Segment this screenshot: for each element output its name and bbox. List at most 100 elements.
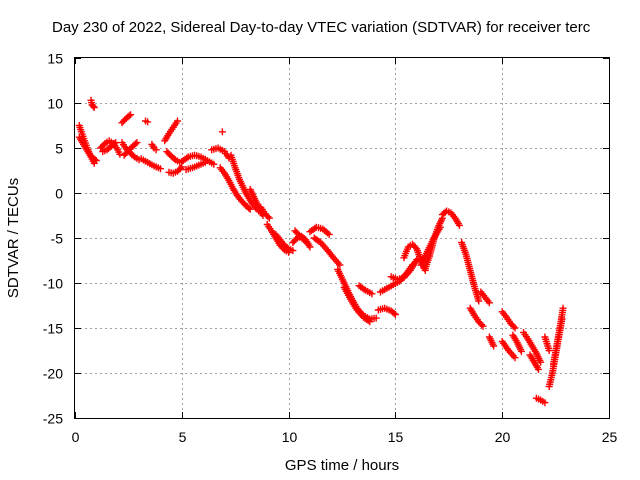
data-point [490, 342, 498, 350]
series-arc-ar [498, 338, 519, 362]
data-point-interp [478, 321, 486, 329]
y-tick-label: -5 [51, 231, 64, 247]
data-point [246, 205, 254, 213]
data-point-interp [129, 152, 137, 160]
series-arc-ah [387, 256, 421, 283]
data-point [455, 221, 463, 229]
data-point [92, 157, 100, 165]
data-point-interp [91, 155, 99, 163]
data-point [210, 160, 218, 168]
data-point-interp [132, 140, 140, 148]
x-tick-label: 5 [179, 429, 187, 445]
data-point [368, 290, 376, 298]
plot-frame [74, 57, 610, 419]
series-arc-s [216, 164, 254, 213]
series-arc-m [163, 148, 184, 166]
data-point-interp [183, 154, 191, 162]
data-point [511, 324, 519, 332]
series-arc-ap [485, 333, 498, 350]
series-arc-an [466, 304, 487, 330]
series-arc-n [165, 163, 186, 177]
x-tick-label: 15 [388, 429, 404, 445]
data-point [174, 117, 182, 125]
data-point [156, 165, 164, 173]
series-arc-af [374, 304, 399, 318]
y-axis-title: SDTVAR / TECUs [5, 178, 22, 298]
grid-lines [75, 58, 609, 418]
data-point [366, 318, 374, 326]
data-point [306, 243, 314, 251]
series-arc-au [526, 351, 543, 373]
series-arc-l [161, 117, 182, 145]
data-point [152, 146, 160, 154]
x-axis-title: GPS time / hours [285, 457, 399, 474]
y-tick-label: 5 [55, 141, 63, 157]
series-arc-v [257, 203, 273, 222]
data-point-interp [324, 229, 332, 237]
data-point [336, 261, 344, 269]
data-point [289, 247, 297, 255]
y-tick-label: 0 [55, 186, 63, 202]
series-arc-aq [498, 308, 519, 332]
data-point [541, 399, 549, 407]
data-point [475, 297, 483, 305]
data-point [485, 299, 493, 307]
data-point [265, 214, 273, 222]
series-arc-al [438, 207, 463, 229]
data-point [127, 111, 135, 119]
series-arc-ak [417, 223, 444, 269]
y-tick-label: -15 [43, 321, 63, 337]
data-point-interp [125, 112, 133, 120]
series-arc-c [87, 96, 98, 111]
series-arc-e [99, 139, 120, 156]
series-arc-z [291, 227, 312, 247]
data-point-interp [364, 317, 372, 325]
series-arc-i [141, 117, 152, 126]
chart-title: Day 230 of 2022, Sidereal Day-to-day VTE… [52, 19, 591, 36]
y-tick-label: -10 [43, 276, 63, 292]
data-point [479, 322, 487, 330]
data-point [325, 230, 333, 238]
series-arc-ae [355, 282, 376, 298]
data-point-interp [390, 309, 398, 317]
x-tick-label: 0 [72, 429, 80, 445]
data-point-interp [302, 238, 310, 246]
series-arc-q [208, 144, 233, 162]
data-point-interp [89, 102, 97, 110]
series-arc-ad [340, 284, 374, 326]
data-point-interp [292, 236, 300, 243]
x-tick-label: 20 [495, 429, 511, 445]
data-point [218, 128, 226, 136]
data-point [559, 304, 567, 312]
y-tick-label: -20 [43, 366, 63, 382]
x-tick-labels: 0 5 10 15 20 25 [72, 429, 618, 445]
series-arc-b [75, 133, 100, 165]
data-point-interp [245, 204, 253, 212]
series-arc-am [458, 239, 483, 305]
data-point [511, 354, 519, 362]
series-arc-x [272, 230, 297, 255]
series-arc-at [520, 329, 545, 366]
data-point [537, 358, 545, 366]
data-point-interp [170, 155, 178, 162]
data-point-interp [264, 213, 272, 221]
data-point [201, 158, 209, 166]
data-point [545, 347, 553, 354]
series-arc-t [227, 151, 263, 215]
data-point-interp [283, 244, 291, 252]
data-point-interp [176, 164, 184, 172]
series-arc-ab [310, 234, 344, 269]
data-point-interp [99, 141, 107, 149]
series-arc-ay [549, 304, 567, 368]
data-point [133, 139, 141, 147]
series-arc-r [218, 128, 226, 136]
data-point [90, 104, 98, 111]
data-point [391, 311, 399, 318]
data-point-interp [360, 285, 368, 293]
series-arc-g [120, 139, 141, 159]
data-point [144, 118, 152, 126]
y-tick-label: 15 [47, 51, 63, 67]
data-point [112, 139, 120, 147]
series-arc-k [148, 140, 160, 154]
